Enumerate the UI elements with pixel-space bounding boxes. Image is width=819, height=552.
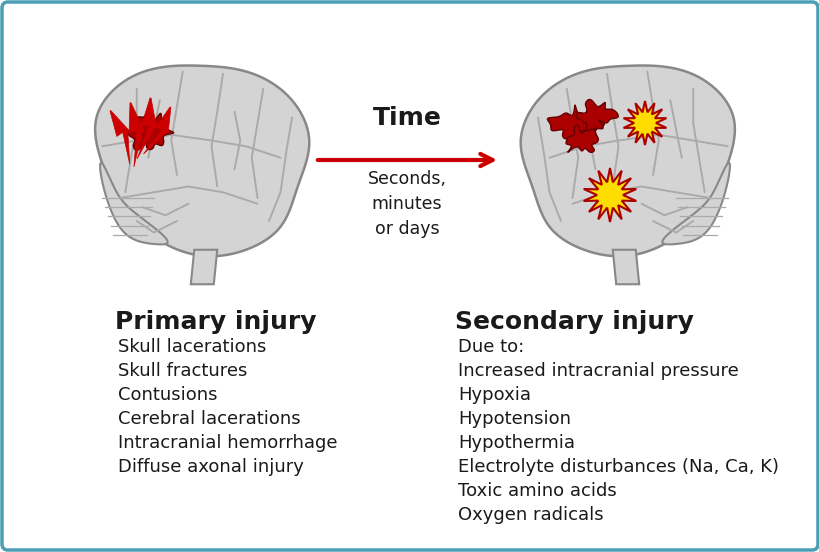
Polygon shape: [129, 103, 144, 167]
Text: Seconds,
minutes
or days: Seconds, minutes or days: [367, 170, 446, 238]
Text: Diffuse axonal injury: Diffuse axonal injury: [118, 458, 304, 476]
Text: Hypoxia: Hypoxia: [458, 386, 531, 404]
Polygon shape: [100, 163, 167, 245]
Polygon shape: [583, 168, 636, 222]
Text: Skull fractures: Skull fractures: [118, 362, 247, 380]
Text: Contusions: Contusions: [118, 386, 217, 404]
Text: Hypotension: Hypotension: [458, 410, 570, 428]
Text: Cerebral lacerations: Cerebral lacerations: [118, 410, 301, 428]
Polygon shape: [547, 105, 604, 141]
Polygon shape: [662, 163, 729, 245]
Text: Secondary injury: Secondary injury: [455, 310, 693, 334]
Polygon shape: [137, 98, 156, 159]
Text: Hypothermia: Hypothermia: [458, 434, 574, 452]
Polygon shape: [143, 107, 170, 154]
Polygon shape: [622, 101, 666, 145]
Text: Primary injury: Primary injury: [115, 310, 316, 334]
Polygon shape: [520, 66, 734, 256]
Polygon shape: [565, 125, 598, 152]
Text: Due to:: Due to:: [458, 338, 523, 356]
Polygon shape: [128, 113, 174, 150]
Text: Toxic amino acids: Toxic amino acids: [458, 482, 616, 500]
Text: Increased intracranial pressure: Increased intracranial pressure: [458, 362, 738, 380]
Polygon shape: [95, 66, 309, 256]
Text: Intracranial hemorrhage: Intracranial hemorrhage: [118, 434, 337, 452]
Text: Time: Time: [372, 106, 441, 130]
Text: Electrolyte disturbances (Na, Ca, K): Electrolyte disturbances (Na, Ca, K): [458, 458, 778, 476]
Polygon shape: [576, 99, 618, 131]
Polygon shape: [612, 250, 639, 284]
Text: Skull lacerations: Skull lacerations: [118, 338, 266, 356]
Polygon shape: [110, 110, 129, 164]
Text: Oxygen radicals: Oxygen radicals: [458, 506, 603, 524]
Polygon shape: [191, 250, 217, 284]
